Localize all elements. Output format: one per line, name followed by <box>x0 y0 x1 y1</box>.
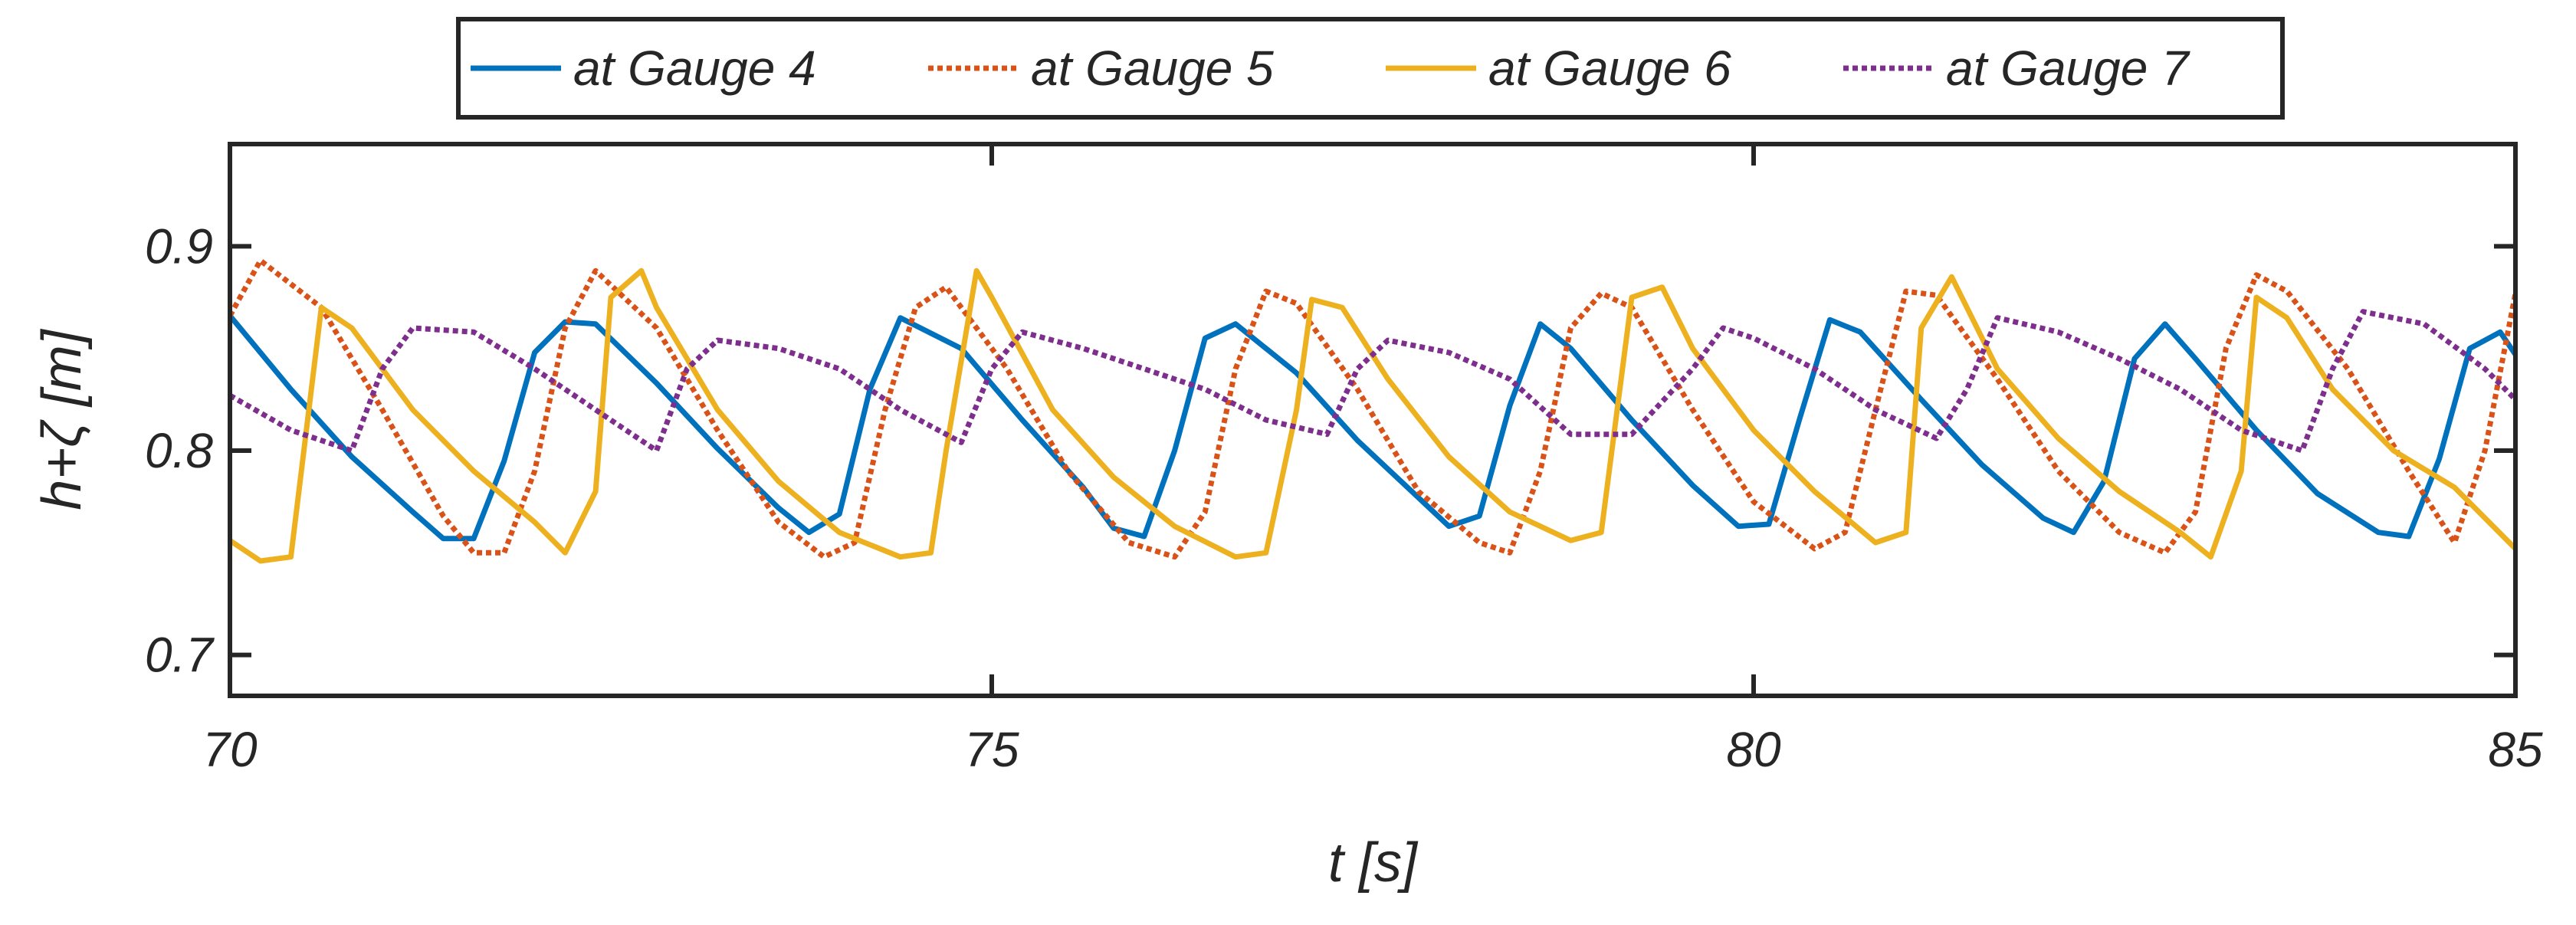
axes-layer: 70 75 80 85 0.7 0.8 0.9 <box>145 142 2543 777</box>
series-line-gauge-6 <box>230 267 2515 564</box>
x-tick-label: 70 <box>202 722 258 777</box>
y-tick-label: 0.9 <box>145 218 213 274</box>
x-tick-label: 80 <box>1726 722 1781 777</box>
y-tick-label: 0.8 <box>145 423 213 478</box>
axes-box <box>228 142 2518 698</box>
series-line-gauge-5 <box>230 257 2515 560</box>
series-layer <box>230 257 2515 564</box>
x-axis-label: t [s] <box>1328 832 1419 894</box>
legend-label-gauge-4: at Gauge 4 <box>573 41 816 96</box>
plot-background <box>230 144 2515 696</box>
x-tick-label: 75 <box>964 722 1019 777</box>
y-tick-label: 0.7 <box>145 628 215 683</box>
plot-area <box>230 144 2515 696</box>
series-line-gauge-7 <box>230 309 2515 454</box>
y-axis-label: h+ζ [m] <box>31 328 93 510</box>
legend-label-gauge-7: at Gauge 7 <box>1946 41 2190 96</box>
legend: at Gauge 4 at Gauge 5 at Gauge 6 at Gauge 7 <box>456 17 2285 120</box>
legend-label-gauge-6: at Gauge 6 <box>1488 41 1731 96</box>
legend-box <box>456 17 2285 120</box>
legend-label-gauge-5: at Gauge 5 <box>1031 41 1274 96</box>
x-tick-label: 85 <box>2488 722 2543 777</box>
